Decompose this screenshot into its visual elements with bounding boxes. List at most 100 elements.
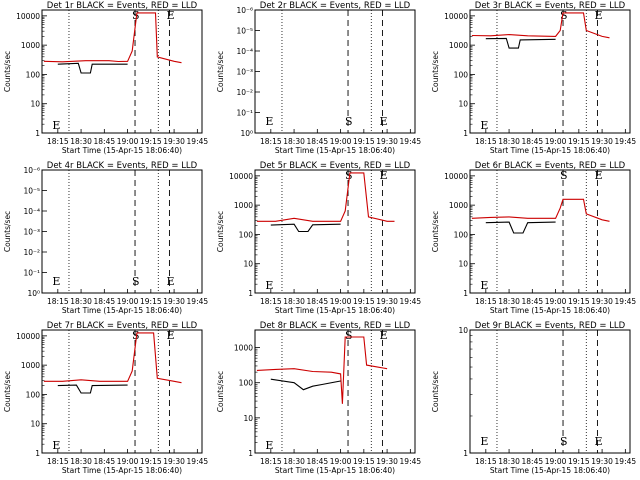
x-tick-label: 18:15 <box>260 297 282 306</box>
event-marker: S <box>560 435 568 448</box>
x-tick-label: 19:30 <box>591 297 613 306</box>
x-axis-label: Start Time (15-Apr-15 18:06:40) <box>275 146 395 155</box>
x-tick-label: 19:45 <box>615 457 637 466</box>
series-events-black <box>485 221 556 234</box>
x-axis-label: Start Time (15-Apr-15 18:06:40) <box>62 306 182 315</box>
plot-frame <box>41 169 203 294</box>
y-tick-label: 10 <box>243 414 253 423</box>
x-tick-label: 18:45 <box>522 297 544 306</box>
x-axis-label: Start Time (15-Apr-15 18:06:40) <box>62 466 182 475</box>
series-events-black <box>270 378 341 391</box>
x-tick-label: 19:30 <box>591 137 613 146</box>
y-tick-label: 100 <box>26 70 41 79</box>
x-tick-label: 18:15 <box>475 137 497 146</box>
y-axis-label: Counts/sec <box>216 51 225 92</box>
x-tick-label: 19:30 <box>376 457 398 466</box>
event-marker: E <box>480 279 488 292</box>
y-tick-label: 10⁻² <box>23 248 40 257</box>
x-axis-label: Start Time (15-Apr-15 18:06:40) <box>490 466 610 475</box>
series-events-black <box>485 37 556 49</box>
event-marker: S <box>132 329 140 342</box>
y-tick-label: 10⁻⁶ <box>236 6 253 15</box>
y-tick-label: 1000 <box>449 41 468 50</box>
x-tick-label: 19:15 <box>568 457 590 466</box>
x-tick-label: 19:30 <box>591 457 613 466</box>
event-marker: E <box>379 169 387 182</box>
panel-det-9: Det 9r BLACK = Events, RED = LLD 1 10 18:15… <box>431 321 636 475</box>
series-lld-red <box>256 336 388 404</box>
x-tick-label: 18:15 <box>47 457 69 466</box>
event-marker: E <box>379 115 387 128</box>
y-tick-label: 10000 <box>16 332 40 341</box>
y-tick-label: 1000 <box>21 361 40 370</box>
panel-det-4: Det 4r BLACK = Events, RED = LLD 10⁰ 10⁻¹ 1… <box>3 161 208 315</box>
y-axis-label: Counts/sec <box>216 211 225 252</box>
y-tick-label: 10⁻⁴ <box>236 47 253 56</box>
series-lld-red <box>471 12 610 39</box>
y-tick-label: 10⁻³ <box>236 68 253 77</box>
x-tick-label: 19:00 <box>330 457 352 466</box>
x-tick-label: 18:30 <box>70 457 92 466</box>
y-tick-label: 10⁻⁶ <box>23 166 40 175</box>
series-lld-red <box>256 172 395 222</box>
event-marker: E <box>166 275 174 288</box>
x-axis-label: Start Time (15-Apr-15 18:06:40) <box>275 466 395 475</box>
x-tick-label: 19:45 <box>615 297 637 306</box>
plot-frame <box>254 9 416 134</box>
event-marker: E <box>480 119 488 132</box>
x-tick-label: 18:45 <box>522 137 544 146</box>
panel-det-5: Det 5r BLACK = Events, RED = LLD 1 10 100 10… <box>216 161 421 315</box>
event-marker: S <box>560 9 568 22</box>
y-tick-label: 10000 <box>16 12 40 21</box>
y-tick-label: 10 <box>458 100 468 109</box>
y-tick-label: 100 <box>454 230 469 239</box>
event-marker: E <box>265 279 273 292</box>
y-tick-label: 10000 <box>444 172 468 181</box>
x-tick-label: 19:15 <box>140 297 162 306</box>
panel-det-7: Det 7r BLACK = Events, RED = LLD 1 10 100 10… <box>3 321 208 475</box>
x-tick-label: 18:30 <box>283 297 305 306</box>
x-tick-label: 18:15 <box>260 137 282 146</box>
y-tick-label: 1000 <box>21 41 40 50</box>
x-tick-label: 18:15 <box>47 297 69 306</box>
x-axis-label: Start Time (15-Apr-15 18:06:40) <box>275 306 395 315</box>
y-tick-label: 10⁻² <box>236 88 253 97</box>
y-tick-label: 10 <box>458 260 468 269</box>
series-events-black <box>270 223 341 233</box>
x-tick-label: 18:30 <box>283 137 305 146</box>
series-lld-red <box>43 12 182 64</box>
y-axis-label: Counts/sec <box>3 371 12 412</box>
x-tick-label: 19:15 <box>353 137 375 146</box>
event-marker: E <box>52 119 60 132</box>
x-tick-label: 18:45 <box>522 457 544 466</box>
chart-title: Det 8r BLACK = Events, RED = LLD <box>260 321 411 331</box>
y-tick-label: 10000 <box>229 172 253 181</box>
x-tick-label: 19:15 <box>568 137 590 146</box>
x-tick-label: 19:00 <box>545 457 567 466</box>
panel-det-6: Det 6r BLACK = Events, RED = LLD 1 10 100 10… <box>431 161 636 315</box>
y-tick-label: 10 <box>243 260 253 269</box>
x-tick-label: 19:45 <box>400 137 422 146</box>
y-axis-label: Counts/sec <box>431 371 440 412</box>
x-tick-label: 18:45 <box>94 137 116 146</box>
y-tick-label: 1000 <box>234 344 253 353</box>
event-marker: S <box>132 275 140 288</box>
event-marker: E <box>52 275 60 288</box>
x-tick-label: 19:45 <box>187 297 209 306</box>
event-marker: S <box>132 9 140 22</box>
plot-frame <box>41 329 203 454</box>
x-tick-label: 19:30 <box>163 297 185 306</box>
y-tick-label: 10000 <box>444 12 468 21</box>
plot-frame <box>469 329 631 454</box>
x-tick-label: 18:45 <box>94 297 116 306</box>
y-tick-label: 10⁰ <box>27 289 40 298</box>
chart-title: Det 3r BLACK = Events, RED = LLD <box>475 1 626 11</box>
panel-det-2: Det 2r BLACK = Events, RED = LLD 10⁰ 10⁻¹ 1… <box>216 1 421 155</box>
y-tick-label: 1 <box>35 129 40 138</box>
plot-frame <box>41 9 203 134</box>
event-marker: S <box>345 115 353 128</box>
chart-title: Det 4r BLACK = Events, RED = LLD <box>47 161 198 171</box>
x-tick-label: 19:15 <box>140 457 162 466</box>
x-tick-label: 19:45 <box>615 137 637 146</box>
y-tick-label: 100 <box>239 379 254 388</box>
